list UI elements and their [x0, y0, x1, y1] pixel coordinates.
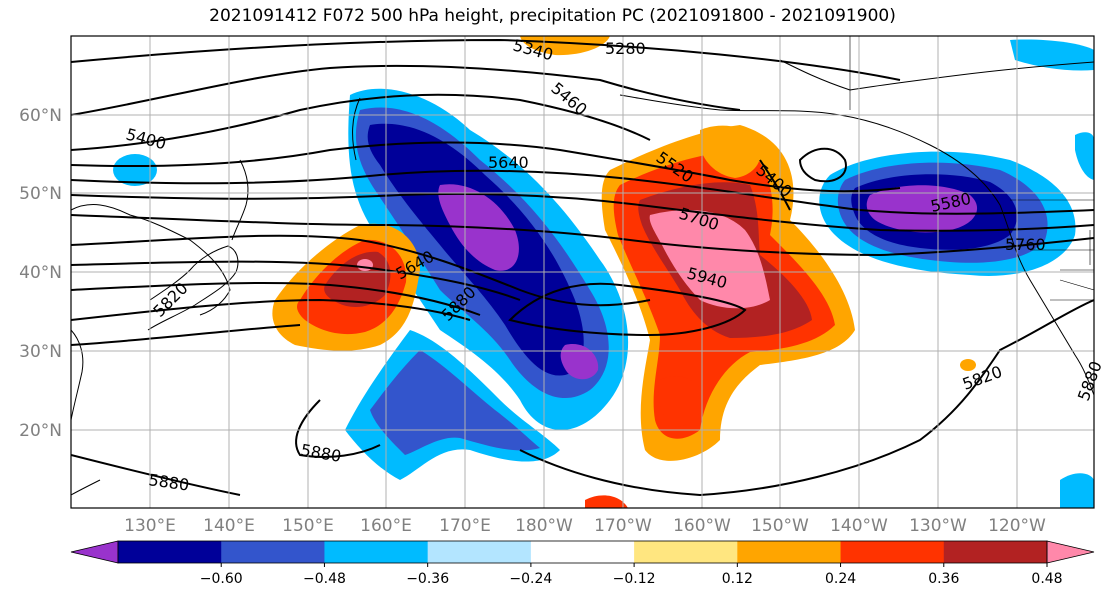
colorbar-cell [943, 541, 1048, 563]
lat-label: 50°N [19, 184, 62, 204]
lon-label: 120°W [988, 516, 1046, 536]
colorbar-cell [427, 541, 532, 563]
height-contours [71, 38, 1094, 497]
graticule [71, 36, 1094, 508]
lat-axis: 60°N 50°N 40°N 30°N 20°N [19, 106, 62, 441]
colorbar-tick-label: 0.36 [928, 571, 959, 587]
lon-label: 160°E [360, 516, 412, 536]
lon-label: 170°E [439, 516, 491, 536]
lat-label: 30°N [19, 342, 62, 362]
lon-axis: 130°E 140°E 150°E 160°E 170°E 180°W 170°… [124, 516, 1046, 536]
contour-label: 5760 [1005, 235, 1046, 254]
map-title: 2021091412 F072 500 hPa height, precipit… [209, 6, 896, 26]
colorbar-cell [221, 541, 325, 563]
colorbar-extend-min [70, 540, 119, 564]
lon-label: 180°W [515, 516, 573, 536]
lat-label: 40°N [19, 263, 62, 283]
colorbar-tick-label: −0.36 [406, 571, 449, 587]
lon-label: 150°E [282, 516, 334, 536]
colorbar-tick-label: −0.12 [613, 571, 656, 587]
colorbar-tick-label: 0.12 [722, 571, 753, 587]
lat-label: 60°N [19, 106, 62, 126]
colorbar-tick-label: 0.24 [825, 571, 856, 587]
borders [849, 36, 1094, 301]
coastlines [71, 59, 1094, 496]
colorbar-cell [324, 541, 429, 563]
map-border [70, 35, 1095, 509]
colorbar-cell [530, 541, 635, 563]
colorbar-cell [737, 541, 842, 563]
contour-label: 5280 [605, 39, 646, 58]
lat-label: 20°N [19, 421, 62, 441]
colorbar-tick-label: −0.24 [509, 571, 552, 587]
colorbar-extend-max [1046, 540, 1095, 564]
colorbar-cell [840, 541, 945, 563]
lon-label: 130°E [124, 516, 176, 536]
colorbar-tick-label: 0.48 [1031, 571, 1062, 587]
lon-label: 150°W [751, 516, 809, 536]
lon-label: 140°W [830, 516, 888, 536]
colorbar-ticks: −0.60 −0.48 −0.36 −0.24 −0.12 0.12 0.24 0.36 0.4… [200, 563, 1063, 587]
lon-label: 140°E [203, 516, 255, 536]
lon-label: 170°W [594, 516, 652, 536]
colorbar-outline [117, 540, 1048, 564]
colorbar: −0.60 −0.48 −0.36 −0.24 −0.12 0.12 0.24 0.36 0.4… [70, 540, 1095, 587]
lon-label: 130°W [909, 516, 967, 536]
colorbar-cell [118, 541, 222, 563]
colorbar-tick-label: −0.48 [303, 571, 346, 587]
colorbar-tick-label: −0.60 [200, 571, 243, 587]
colorbar-cells [118, 541, 1048, 563]
contour-label: 5640 [488, 153, 529, 172]
lon-label: 160°W [673, 516, 731, 536]
colorbar-cell [634, 541, 738, 563]
